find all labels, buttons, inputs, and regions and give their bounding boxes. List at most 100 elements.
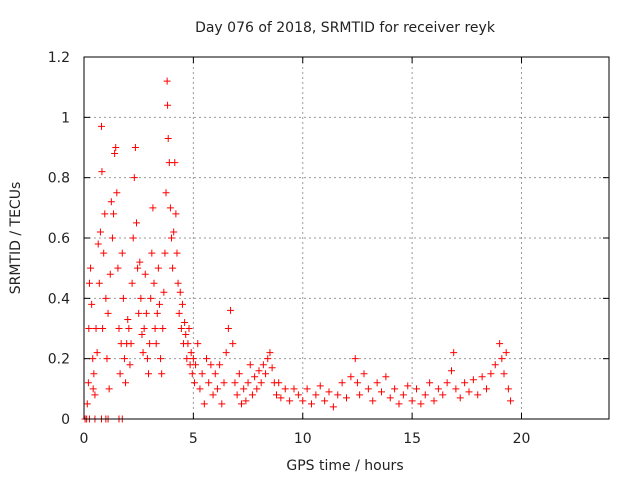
data-point xyxy=(203,355,210,363)
data-point xyxy=(216,361,224,369)
data-point xyxy=(498,355,506,363)
data-point xyxy=(281,385,289,393)
data-point xyxy=(146,340,154,348)
data-point xyxy=(98,122,105,130)
data-point xyxy=(417,400,425,408)
data-point xyxy=(162,189,170,197)
y-tick-label: 0.2 xyxy=(48,352,70,368)
data-point xyxy=(128,279,136,287)
data-point xyxy=(104,309,112,317)
data-point xyxy=(386,394,394,402)
data-point xyxy=(83,400,91,408)
data-point xyxy=(130,174,138,182)
y-tick-label: 0.6 xyxy=(48,231,70,247)
data-point xyxy=(172,210,180,218)
data-point xyxy=(434,385,442,393)
data-point xyxy=(111,150,119,158)
data-point xyxy=(88,300,96,308)
x-tick-label: 10 xyxy=(294,431,312,447)
data-point xyxy=(456,394,464,402)
data-point xyxy=(91,391,99,399)
data-point xyxy=(106,270,114,278)
data-point xyxy=(149,204,157,212)
data-point xyxy=(343,394,350,402)
data-point xyxy=(273,391,280,399)
data-point xyxy=(136,258,144,266)
data-point xyxy=(242,397,250,405)
data-point xyxy=(426,379,434,387)
data-point xyxy=(211,370,219,378)
data-point xyxy=(255,367,263,375)
data-point xyxy=(196,385,204,393)
data-point xyxy=(312,391,320,399)
data-point xyxy=(174,279,182,287)
data-point xyxy=(329,403,337,411)
data-point xyxy=(452,385,460,393)
data-point xyxy=(98,168,106,176)
data-point xyxy=(89,355,97,363)
data-point xyxy=(238,400,245,408)
data-point xyxy=(220,379,228,387)
data-point xyxy=(316,382,324,390)
data-point xyxy=(108,234,116,242)
data-point xyxy=(99,325,107,332)
axis-ticks xyxy=(83,56,609,420)
data-point xyxy=(105,385,113,393)
data-point xyxy=(93,349,101,357)
data-point xyxy=(169,264,177,272)
data-point xyxy=(338,379,346,387)
data-point xyxy=(439,391,447,399)
data-point xyxy=(487,370,495,378)
data-point xyxy=(183,355,191,363)
data-point xyxy=(496,340,504,348)
data-point xyxy=(118,249,126,257)
data-point xyxy=(190,379,198,387)
tick-labels: 0 5 10 15 20 0 0.2 0.4 0.6 0.8 1 1.2 xyxy=(48,50,531,447)
data-point xyxy=(364,385,372,393)
data-point xyxy=(251,373,259,381)
data-point xyxy=(478,373,486,381)
data-point xyxy=(182,331,190,339)
y-tick-label: 0.4 xyxy=(48,291,70,307)
data-point xyxy=(450,349,458,357)
data-point xyxy=(483,385,490,393)
data-point xyxy=(303,385,311,393)
data-point xyxy=(408,397,416,405)
data-point xyxy=(430,397,438,405)
data-point xyxy=(264,355,272,363)
data-point xyxy=(101,210,109,218)
y-tick-label: 0.8 xyxy=(48,171,70,187)
data-point xyxy=(275,379,283,387)
data-point xyxy=(164,101,172,109)
data-point xyxy=(235,370,243,378)
data-point xyxy=(143,355,151,363)
x-tick-label: 15 xyxy=(403,431,421,447)
data-point xyxy=(142,309,150,317)
data-point xyxy=(159,325,167,332)
data-point xyxy=(474,391,482,399)
data-point xyxy=(500,370,508,378)
data-point xyxy=(308,400,315,408)
data-point xyxy=(90,370,98,378)
data-point xyxy=(157,355,165,363)
data-point xyxy=(229,340,237,348)
data-point xyxy=(84,379,92,387)
data-point xyxy=(290,385,298,393)
data-point xyxy=(194,340,202,348)
data-point xyxy=(413,385,420,393)
data-point xyxy=(166,204,174,212)
data-point xyxy=(360,370,368,378)
data-point xyxy=(222,349,230,357)
data-point xyxy=(163,77,171,85)
data-point xyxy=(507,397,515,405)
data-point xyxy=(96,228,104,236)
data-point xyxy=(127,340,135,348)
data-point xyxy=(151,325,159,332)
data-point xyxy=(103,355,111,363)
data-point xyxy=(135,309,143,317)
data-point xyxy=(286,397,294,405)
data-point xyxy=(369,397,377,405)
data-point xyxy=(187,349,195,357)
data-point xyxy=(155,300,163,308)
data-point xyxy=(299,397,307,405)
